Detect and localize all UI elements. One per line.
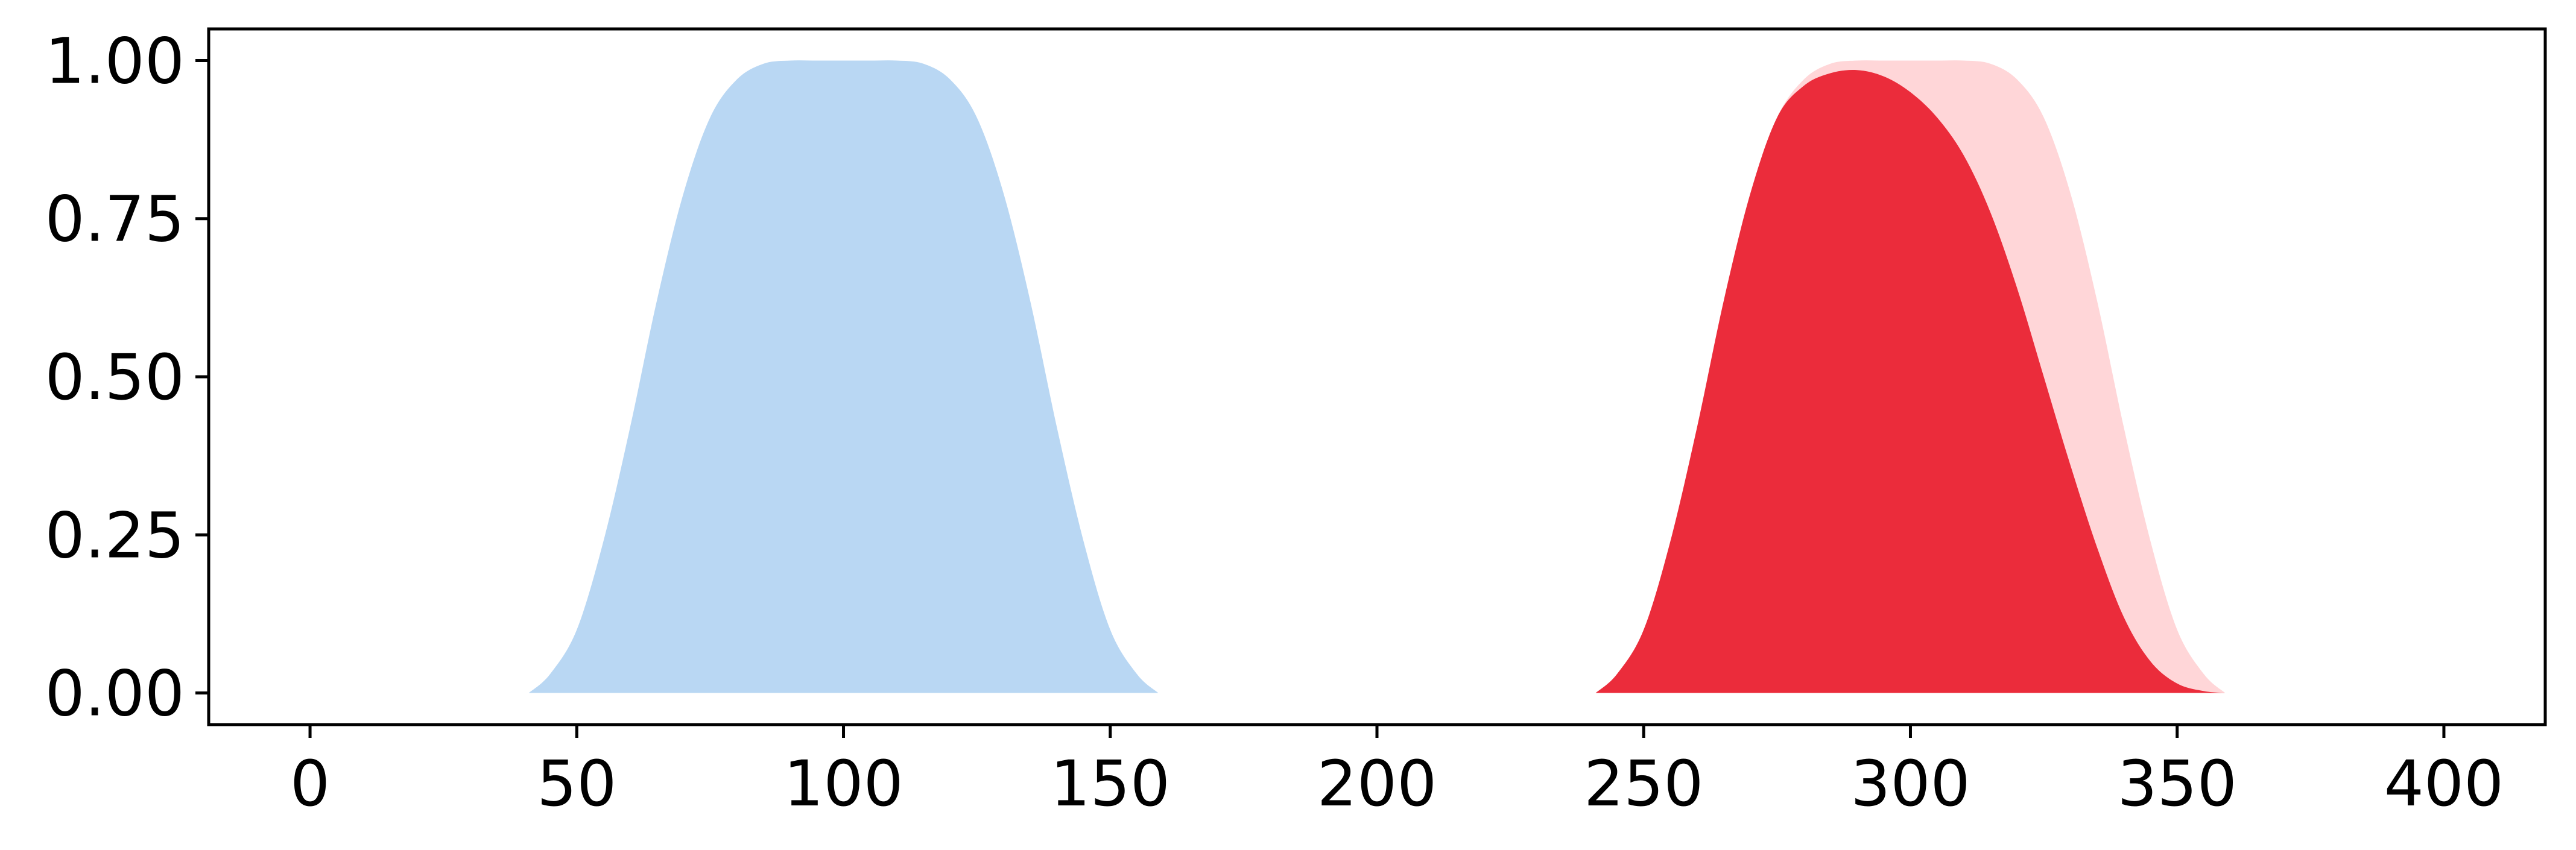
x-tick-label: 350	[2117, 747, 2237, 820]
x-tick-label: 300	[1850, 747, 1970, 820]
x-tick-label: 100	[783, 747, 903, 820]
x-axis: 0 50 100 150 200 250 300 350 400	[290, 725, 2504, 820]
series-1-area	[528, 60, 1159, 693]
series-3-area	[1595, 69, 2226, 693]
plot-area	[528, 60, 2226, 693]
x-tick-label: 50	[537, 747, 616, 820]
y-tick-label: 0.00	[45, 657, 185, 731]
y-tick-label: 0.50	[45, 341, 185, 414]
y-axis: 0.00 0.25 0.50 0.75 1.00	[45, 24, 209, 731]
y-tick-label: 0.75	[45, 183, 185, 256]
x-tick-label: 0	[290, 747, 330, 820]
series-1	[528, 60, 1159, 693]
x-tick-label: 150	[1051, 747, 1171, 820]
x-tick-label: 200	[1317, 747, 1437, 820]
x-tick-label: 250	[1584, 747, 1704, 820]
x-tick-label: 400	[2384, 747, 2504, 820]
y-tick-label: 1.00	[45, 24, 185, 98]
y-tick-label: 0.25	[45, 499, 185, 572]
series-3	[1595, 69, 2226, 693]
